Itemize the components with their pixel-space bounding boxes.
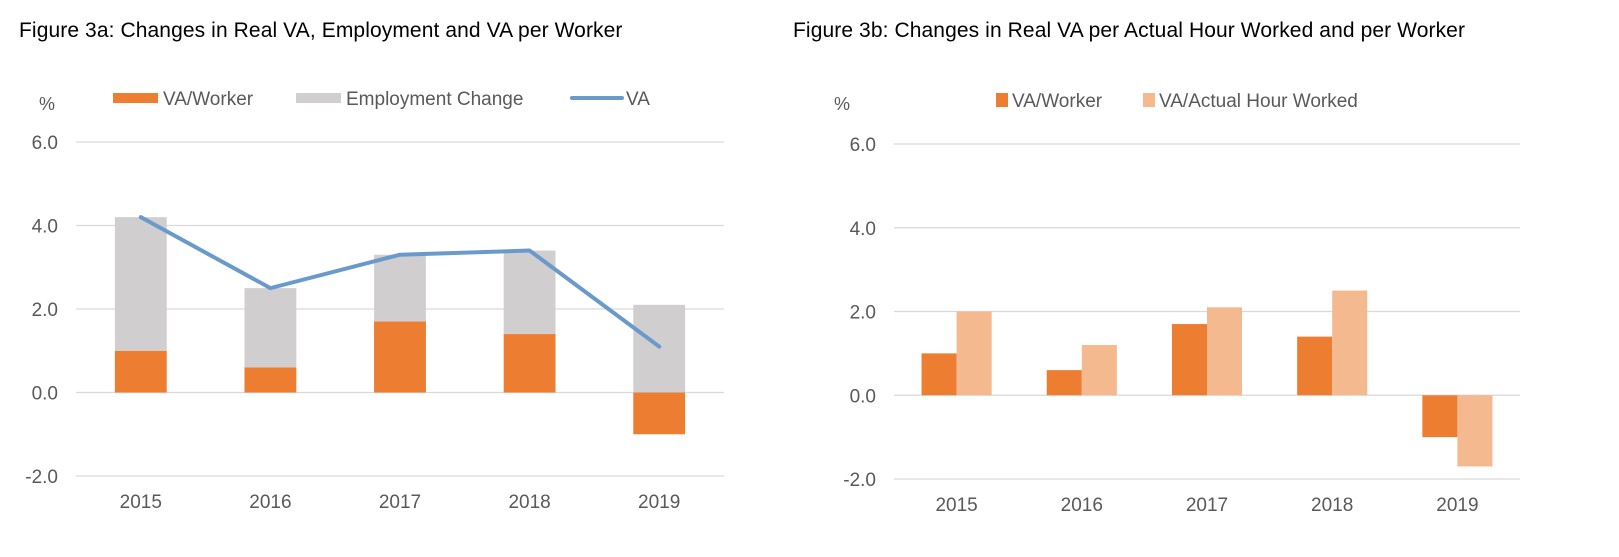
- bar-va-per-worker: [114, 350, 167, 393]
- bar-va-per-worker: [503, 334, 556, 393]
- bar-va-per-worker: [244, 367, 297, 393]
- x-tick-label: 2017: [379, 492, 421, 513]
- legend-label: VA/Worker: [163, 89, 254, 110]
- bar-va-per-worker: [921, 353, 957, 396]
- x-tick-label: 2018: [508, 492, 550, 513]
- x-tick-label: 2019: [1436, 495, 1478, 516]
- bar-va-per-hour: [1457, 395, 1493, 467]
- y-tick-label: 2.0: [850, 303, 876, 324]
- bar-va-per-worker: [1297, 336, 1333, 396]
- x-tick-label: 2015: [120, 492, 162, 513]
- legend-swatch: [1143, 93, 1155, 107]
- bar-va-per-hour: [1207, 307, 1243, 396]
- line-va: [138, 215, 662, 349]
- bar-employment-change: [374, 254, 426, 322]
- chart-panel-3a: Figure 3a: Changes in Real VA, Employmen…: [0, 0, 790, 557]
- bar-va-per-worker: [633, 392, 686, 435]
- bar-va-per-worker: [1046, 370, 1082, 396]
- y-tick-label: 0.0: [32, 384, 58, 405]
- legend-swatch: [996, 93, 1008, 107]
- chart-title: Figure 3a: Changes in Real VA, Employmen…: [19, 19, 623, 42]
- x-tick-label: 2018: [1311, 495, 1353, 516]
- chart-3b-plot: 6.0 4.0 2.0 0.0 -2.0 2015 2016 2017 2018 2019% VA/…: [834, 91, 1520, 516]
- chart-3a-plot: 6.0 4.0 2.0 0.0 -2.0 2015 2016 2017 2018 2019% VA/…: [25, 89, 724, 513]
- legend-label: Employment Change: [346, 89, 523, 110]
- y-tick-label: 4.0: [850, 219, 876, 240]
- legend-label: VA/Actual Hour Worked: [1159, 91, 1358, 112]
- bar-va-per-hour: [1332, 290, 1368, 396]
- y-tick-label: 6.0: [32, 133, 58, 154]
- y-axis-unit-label: %: [39, 94, 55, 114]
- y-tick-label: 2.0: [32, 300, 58, 321]
- legend-swatch: [113, 93, 158, 103]
- chart-panel-3b: Figure 3b: Changes in Real VA per Actual…: [793, 0, 1619, 557]
- bar-va-per-hour: [956, 311, 992, 396]
- legend-swatch: [296, 93, 341, 103]
- x-tick-label: 2019: [638, 492, 680, 513]
- bar-va-per-worker: [1171, 324, 1207, 396]
- x-tick-label: 2016: [1061, 495, 1103, 516]
- chart-title: Figure 3b: Changes in Real VA per Actual…: [793, 19, 1466, 42]
- bar-va-per-worker: [374, 321, 426, 393]
- y-tick-label: 0.0: [850, 386, 876, 407]
- bar-employment-change: [633, 304, 686, 393]
- legend-label: VA: [626, 89, 650, 110]
- y-axis-unit-label: %: [834, 94, 850, 114]
- bar-employment-change: [114, 217, 167, 351]
- x-tick-label: 2016: [249, 492, 291, 513]
- y-tick-label: 4.0: [32, 217, 58, 238]
- x-tick-label: 2017: [1186, 495, 1228, 516]
- legend-label: VA/Worker: [1012, 91, 1103, 112]
- bar-va-per-worker: [1422, 395, 1458, 438]
- y-tick-label: -2.0: [25, 467, 58, 488]
- y-tick-label: 6.0: [850, 135, 876, 156]
- y-tick-label: -2.0: [843, 470, 876, 491]
- bar-employment-change: [244, 288, 297, 368]
- x-tick-label: 2015: [935, 495, 977, 516]
- bar-va-per-hour: [1081, 345, 1117, 396]
